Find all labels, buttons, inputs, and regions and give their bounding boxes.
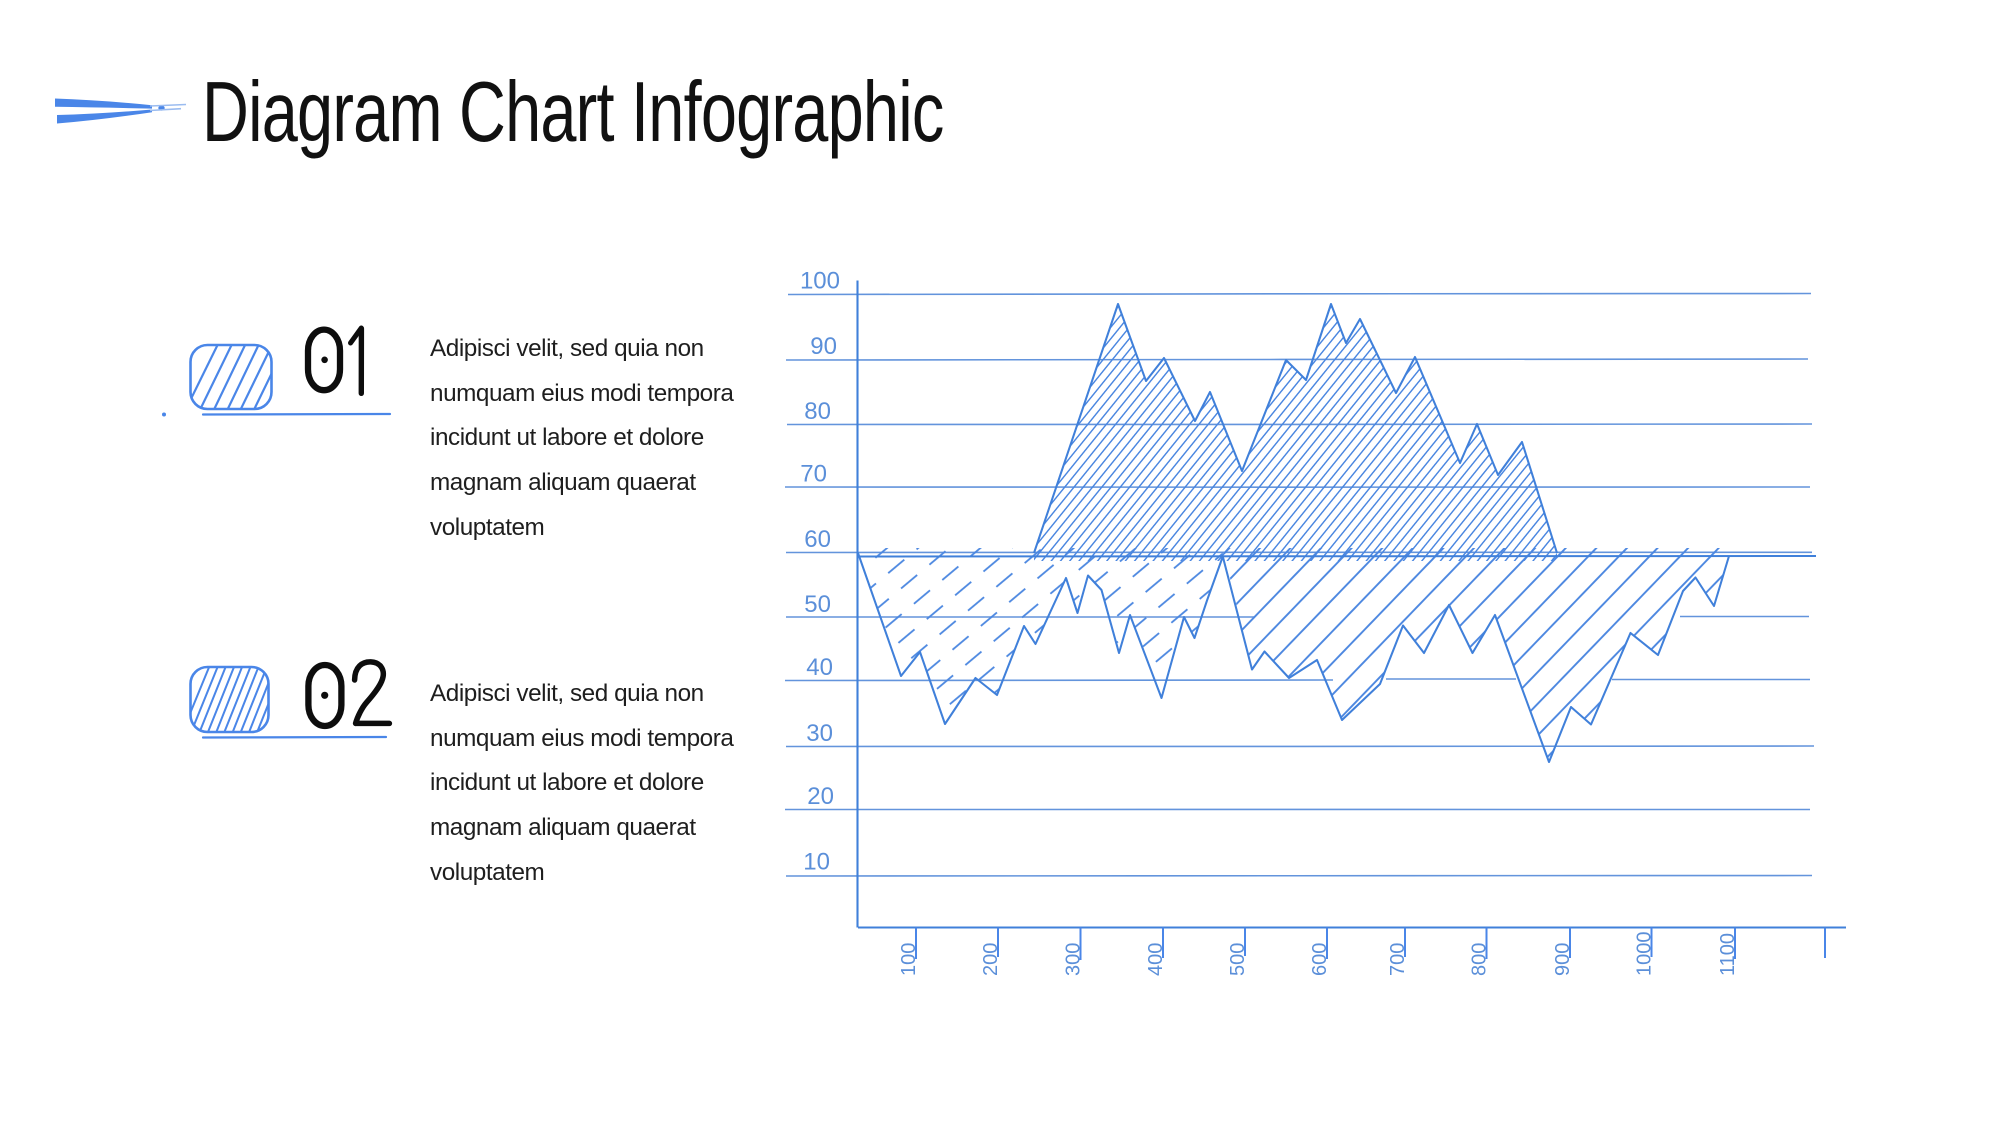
svg-text:900: 900: [1552, 943, 1574, 976]
svg-text:1000: 1000: [1634, 932, 1656, 977]
svg-text:100: 100: [800, 268, 840, 295]
svg-text:50: 50: [804, 591, 831, 618]
svg-text:100: 100: [898, 943, 920, 976]
svg-text:90: 90: [810, 333, 837, 360]
svg-text:800: 800: [1469, 943, 1491, 976]
svg-text:300: 300: [1063, 943, 1085, 976]
svg-text:600: 600: [1309, 943, 1331, 976]
svg-text:400: 400: [1145, 943, 1167, 976]
svg-text:700: 700: [1387, 943, 1409, 976]
svg-text:60: 60: [804, 526, 831, 553]
svg-text:70: 70: [800, 461, 827, 488]
svg-text:30: 30: [806, 720, 833, 747]
svg-text:40: 40: [806, 654, 833, 681]
svg-text:1100: 1100: [1717, 933, 1739, 976]
svg-text:10: 10: [803, 849, 830, 876]
svg-text:20: 20: [807, 783, 834, 810]
svg-text:80: 80: [804, 398, 831, 425]
svg-text:200: 200: [980, 943, 1002, 976]
svg-text:500: 500: [1227, 943, 1249, 976]
